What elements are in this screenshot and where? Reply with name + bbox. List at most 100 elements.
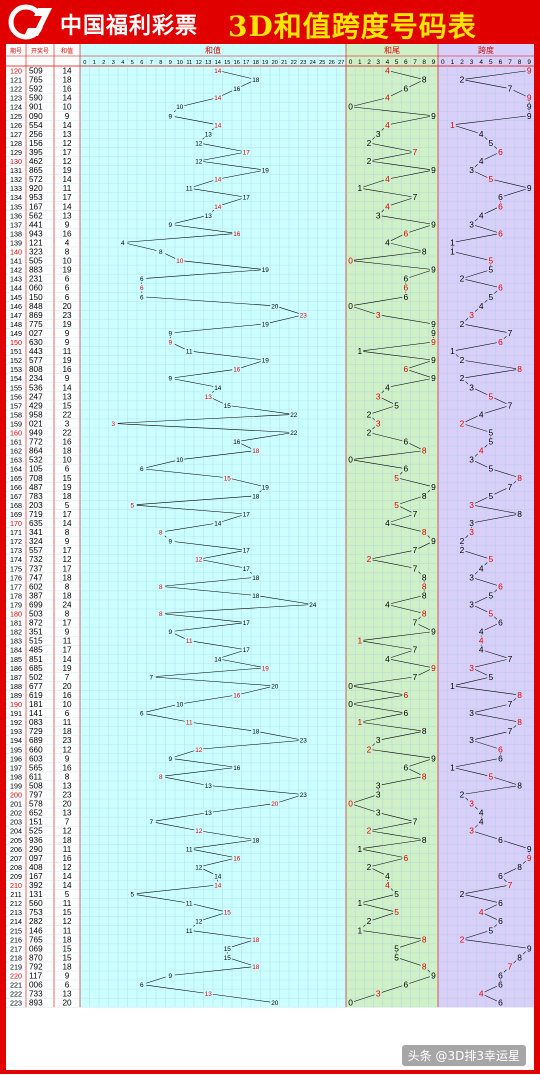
number-cell: 387 (29, 591, 43, 600)
span-marker: 3 (469, 500, 474, 510)
header-tail-chart: 和尾 (384, 46, 400, 55)
sum-cell: 3 (65, 419, 70, 428)
number-cell: 131 (29, 890, 43, 899)
sum-cell: 9 (65, 628, 70, 637)
number-cell: 685 (29, 664, 43, 673)
span-marker: 5 (488, 672, 493, 682)
sum-marker: 19 (262, 267, 270, 274)
span-marker: 3 (469, 219, 474, 229)
sum-cell: 9 (65, 338, 70, 347)
period-cell: 178 (10, 591, 22, 600)
sum-marker: 9 (168, 629, 172, 636)
sum-marker: 16 (233, 855, 241, 862)
number-cell: 562 (29, 211, 43, 220)
number-cell: 901 (29, 103, 43, 112)
sum-marker: 14 (214, 204, 222, 211)
sum-marker: 19 (262, 358, 270, 365)
sum-cell: 20 (62, 302, 72, 311)
sum-cell: 23 (62, 311, 72, 320)
tail-marker: 3 (376, 418, 381, 428)
period-cell: 138 (10, 229, 22, 238)
sum-marker: 19 (262, 168, 270, 175)
sum-cell: 7 (65, 818, 70, 827)
sum-marker: 13 (205, 810, 213, 817)
period-cell: 183 (10, 637, 22, 646)
number-cell: 851 (29, 655, 43, 664)
tail-marker: 1 (357, 636, 362, 646)
sum-axis-tick: 21 (281, 60, 287, 66)
number-cell: 021 (29, 419, 43, 428)
period-cell: 155 (10, 383, 22, 392)
tail-axis-tick: 3 (376, 59, 380, 66)
sum-marker: 11 (186, 928, 193, 935)
number-cell: 864 (29, 447, 43, 456)
sum-cell: 14 (62, 383, 72, 392)
period-cell: 174 (10, 555, 22, 564)
sum-cell: 18 (62, 727, 72, 736)
tail-marker: 0 (348, 998, 353, 1008)
number-cell: 392 (29, 881, 43, 890)
period-cell: 128 (10, 139, 22, 148)
number-cell: 167 (29, 872, 43, 881)
sum-marker: 20 (271, 801, 279, 808)
sum-cell: 14 (62, 121, 72, 130)
sum-cell: 19 (62, 356, 72, 365)
span-marker: 2 (460, 790, 465, 800)
period-cell: 190 (10, 700, 22, 709)
number-cell: 117 (29, 972, 42, 981)
sum-marker: 18 (252, 937, 260, 944)
span-axis-tick: 5 (489, 59, 493, 66)
number-cell: 083 (29, 718, 43, 727)
tail-marker: 7 (413, 192, 418, 202)
span-marker: 6 (498, 337, 503, 347)
sum-marker: 23 (300, 792, 308, 799)
sum-cell: 22 (62, 410, 72, 419)
tail-marker: 4 (385, 237, 390, 247)
period-cell: 196 (10, 754, 22, 763)
number-cell: 121 (29, 238, 43, 247)
sum-cell: 12 (62, 917, 72, 926)
period-cell: 165 (10, 474, 22, 483)
tail-marker: 0 (348, 455, 353, 465)
number-cell: 027 (29, 329, 43, 338)
period-cell: 150 (10, 338, 22, 347)
sum-marker: 9 (168, 113, 172, 120)
header-banner: 中国福利彩票 3D和值跨度号码表 (0, 0, 540, 44)
number-cell: 765 (29, 935, 43, 944)
tail-marker: 6 (403, 690, 408, 700)
period-cell: 191 (10, 709, 22, 718)
sum-cell: 15 (62, 908, 72, 917)
number-cell: 006 (29, 981, 43, 990)
page-title: 3D和值跨度号码表 (228, 5, 477, 45)
tail-axis-tick: 0 (349, 59, 353, 66)
tail-marker: 2 (367, 156, 372, 166)
period-cell: 153 (10, 365, 22, 374)
sum-axis-tick: 5 (131, 60, 134, 66)
tail-marker: 3 (376, 391, 381, 401)
span-marker: 7 (508, 699, 513, 709)
sum-cell: 16 (62, 691, 72, 700)
sum-cell: 16 (62, 365, 72, 374)
period-cell: 134 (10, 193, 22, 202)
sum-cell: 12 (62, 157, 72, 166)
sum-axis-tick: 20 (272, 60, 278, 66)
span-marker: 4 (479, 907, 484, 917)
sum-axis-tick: 19 (262, 60, 268, 66)
sum-cell: 15 (62, 944, 72, 953)
span-marker: 3 (469, 527, 474, 537)
span-marker: 9 (527, 943, 532, 953)
tail-marker: 9 (431, 373, 436, 383)
number-cell: 630 (29, 338, 43, 347)
number-cell: 505 (29, 257, 43, 266)
number-cell: 652 (29, 809, 43, 818)
tail-marker: 9 (431, 265, 436, 275)
number-cell: 231 (29, 275, 43, 284)
sum-axis-tick: 22 (291, 60, 297, 66)
sum-cell: 13 (62, 211, 72, 220)
sum-marker: 15 (224, 955, 232, 962)
tail-marker: 4 (385, 201, 390, 211)
number-cell: 577 (29, 356, 43, 365)
period-cell: 175 (10, 564, 22, 573)
tail-marker: 0 (348, 256, 353, 266)
span-marker: 7 (508, 654, 513, 664)
